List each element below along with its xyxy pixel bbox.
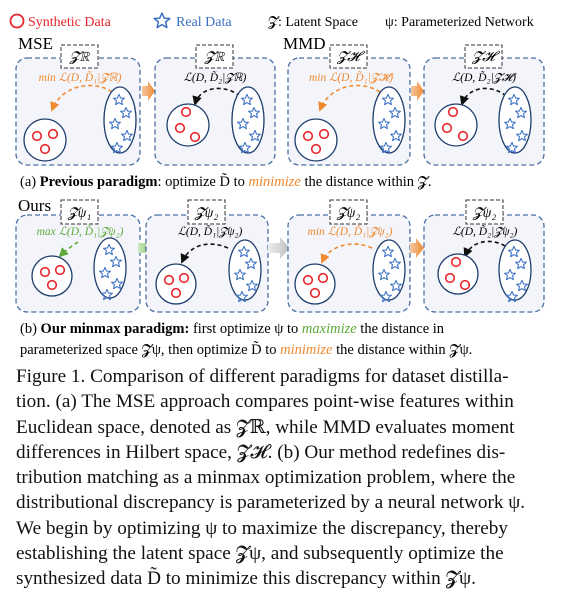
distance-arrow [463,240,506,258]
row-minmax-paradigm: Ours 𝓩ψ₁ max ℒ(D, D̃₁|𝓩ψ₂) 𝓩ψ₂ ℒ(D, D̃₁|… [15,196,545,358]
caption-line: differences in Hilbert space, 𝓩𝓗. (b) Ou… [16,441,506,463]
caption-line: establishing the latent space 𝓩ψ, and su… [16,543,504,565]
synthetic-point [39,266,51,278]
synthetic-point [180,106,192,118]
distance-arrow [180,243,229,264]
legend: Synthetic Data Real Data 𝓩: Latent Space… [9,12,534,30]
synthetic-point [302,130,314,142]
synthetic-point [317,272,329,284]
loss-formula: ℒ(D, D̃₁|𝓩ψ₂) [178,224,243,238]
loss-formula: ℒ(D, D̃₂|𝓩ψ₂) [453,224,518,238]
optimize-arrow [320,243,373,264]
loss-formula: max ℒ(D, D̃₁|𝓩ψ₂) [37,224,124,238]
caption-line: tribution matching as a minmax optimizat… [16,467,516,489]
real-cluster [372,86,406,154]
synthetic-cluster [166,103,210,147]
real-legend-icon [153,12,171,29]
mse-label: MSE [18,34,53,53]
real-cluster [498,86,532,154]
synthetic-point [444,272,456,284]
latent-box [60,199,99,225]
synthetic-point [441,122,453,134]
latent-box [464,44,503,69]
synthetic-cluster [23,118,67,162]
synthetic-point [54,264,66,276]
optimize-arrow [50,84,113,112]
transition-arrow [142,81,155,101]
latent-box-label: 𝓩ψ₂ [336,206,361,221]
loss-formula: min ℒ(D, D̃₁|𝓩ℝ) [39,70,122,84]
latent-box-label: 𝓩ℝ [69,50,91,65]
latent-box-label: 𝓩𝓗 [471,50,500,65]
loss-formula: min ℒ(D, D̃₁|𝓩ψ₂) [308,224,393,238]
latent-legend-label: 𝓩: Latent Space [268,15,358,30]
synthetic-point [163,274,175,286]
real-legend-label: Real Data [176,15,232,30]
caption-line: distributional discrepancy is parameteri… [16,492,526,514]
synthetic-point [459,279,471,291]
caption-line: synthesized data D̃ to minimize this dis… [16,568,476,590]
synthetic-point [178,272,190,284]
synthetic-point [310,143,322,155]
real-cluster [103,86,137,154]
synthetic-cluster [437,253,479,295]
caption-line: tion. (a) The MSE approach compares poin… [16,391,514,413]
latent-box [60,44,99,69]
synthetic-cluster [294,118,338,162]
loss-formula: ℒ(D, D̃₂|𝓩ℝ) [184,70,247,84]
latent-box [187,199,226,225]
subcaption-a: (a) Previous paradigm: optimize D̃ to mi… [20,173,432,190]
latent-box [195,44,234,69]
synthetic-point [450,256,462,268]
latent-box [329,199,368,225]
latent-box [465,199,504,225]
synthetic-point [39,143,51,155]
transition-arrow [410,238,424,258]
maximize-arrow [58,241,79,258]
latent-box-label: 𝓩ψ₂ [472,206,497,221]
caption-line: We begin by optimizing ψ to maximize the… [16,517,508,539]
transition-arrow [411,81,424,101]
distance-arrow [192,87,241,106]
synthetic-point [174,122,186,134]
synthetic-point [302,274,314,286]
synthetic-point [318,128,330,140]
latent-box-label: 𝓩ψ₂ [194,206,219,221]
synthetic-legend-icon [9,13,25,29]
synthetic-point [170,287,182,299]
optimize-arrow [318,84,381,112]
mmd-label: MMD [283,34,326,53]
param-legend-label: ψ: Parameterized Network [385,15,534,30]
latent-box [329,44,368,69]
figure-caption: Figure 1. Comparison of different paradi… [16,364,556,592]
synthetic-point [47,128,59,140]
caption-line: Figure 1. Comparison of different paradi… [16,366,509,387]
subcaption-b-line1: (b) Our minmax paradigm: first optimize … [20,321,445,337]
latent-box-label: 𝓩𝓗 [336,50,365,65]
synthetic-point [31,130,43,142]
latent-box-label: 𝓩ψ₁ [67,206,92,221]
latent-box-label: 𝓩ℝ [204,50,226,65]
synthetic-point [189,131,201,143]
paradigm-figure: Synthetic Data Real Data 𝓩: Latent Space… [9,12,545,358]
synthetic-point [46,279,58,291]
loss-formula: min ℒ(D, D̃₁|𝓩𝓗) [309,70,394,84]
real-cluster [231,86,265,154]
synthetic-cluster [434,103,478,147]
synthetic-point [447,106,459,118]
transition-arrow [268,237,290,259]
synthetic-legend-label: Synthetic Data [28,15,112,30]
subcaption-b-line2: parameterized space 𝓩ψ, then optimize D̃… [20,341,472,358]
loss-formula: ℒ(D, D̃₂|𝓩𝓗) [452,70,517,84]
ours-label: Ours [18,196,51,215]
synthetic-point [309,287,321,299]
synthetic-point [457,130,469,142]
caption-line: Euclidean space, denoted as 𝓩ℝ, while MM… [16,416,515,438]
row-previous-paradigm: MSE MMD 𝓩ℝ min ℒ(D, D̃₁|𝓩ℝ) 𝓩ℝ ℒ(D, D̃₂|… [15,34,545,190]
